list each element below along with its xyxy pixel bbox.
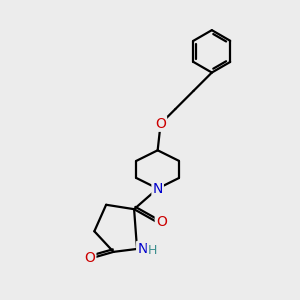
Text: N: N: [152, 182, 163, 196]
Text: O: O: [85, 251, 95, 265]
Text: O: O: [155, 117, 166, 131]
Text: O: O: [156, 215, 167, 230]
Text: H: H: [148, 244, 157, 257]
Text: N: N: [137, 242, 148, 256]
